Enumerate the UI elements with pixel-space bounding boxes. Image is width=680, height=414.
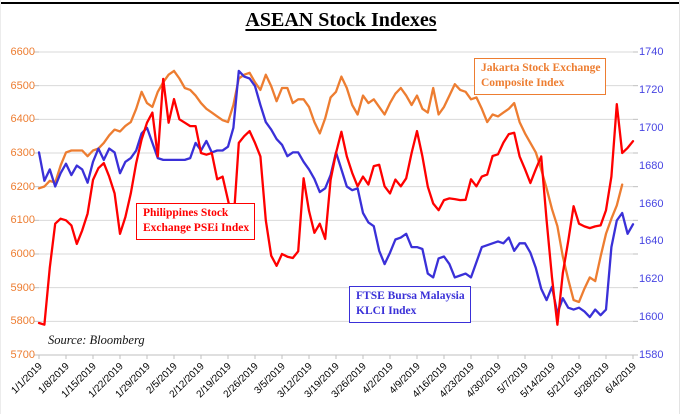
left-axis-label: 6000 [10,248,35,260]
legend-philippines-line2: Exchange PSEi Index [143,222,250,234]
right-axis-label: 1660 [639,197,664,210]
right-axis-label: 1680 [639,159,664,172]
right-axis-label: 1600 [639,311,664,324]
right-axis-label: 1580 [639,349,664,361]
right-axis-label: 1620 [639,273,664,286]
legend-philippines-line1: Philippines Stock [143,207,229,219]
legend-ftse-box: FTSE Bursa Malaysia KLCI Index [349,286,471,323]
chart-title: ASEAN Stock Indexes [245,9,437,31]
source-note: Source: Bloomberg [48,333,145,347]
left-axis-label: 6500 [10,79,35,92]
left-axis-label: 6400 [10,113,35,126]
left-axis-label: 5900 [10,281,35,294]
legend-jakarta-box: Jakarta Stock Exchange Composite Index [474,58,607,95]
top-border-line [1,2,679,4]
legend-philippines-box: Philippines Stock Exchange PSEi Index [136,203,256,240]
left-axis-label: 6100 [10,214,35,227]
left-axis-label: 5700 [10,349,35,361]
legend-ftse-line2: KLCI Index [356,305,417,317]
right-axis-label: 1740 [639,46,664,58]
left-axis-label: 6600 [10,46,35,58]
left-axis-label: 5800 [10,315,35,328]
right-axis-label: 1720 [639,83,664,96]
right-axis-label: 1640 [639,235,664,248]
legend-jakarta-line1: Jakarta Stock Exchange [481,62,601,74]
legend-jakarta-line2: Composite Index [481,77,565,89]
legend-ftse-line1: FTSE Bursa Malaysia [356,290,465,302]
right-axis-label: 1700 [639,121,664,134]
series-line-jakarta [37,69,624,304]
left-axis-label: 6200 [10,180,35,193]
series-line-philippines [37,77,635,326]
left-axis-label: 6300 [10,147,35,159]
